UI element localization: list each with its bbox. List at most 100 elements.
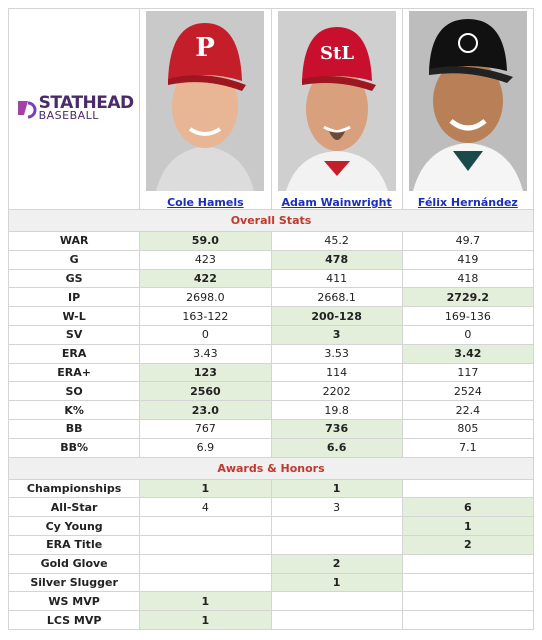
comparison-table: STATHEAD BASEBALL P Cole Hamels StL Adam … xyxy=(7,8,535,630)
stat-value: 478 xyxy=(270,249,403,270)
stat-value: 0 xyxy=(139,324,272,345)
stat-row: Silver Slugger 1 xyxy=(7,572,535,593)
stat-value: 6 xyxy=(401,497,535,518)
stat-row: ERA 3.43 3.53 3.42 xyxy=(7,343,535,364)
stat-value: 3.53 xyxy=(270,343,403,364)
stat-row: WAR 59.0 45.2 49.7 xyxy=(7,231,535,251)
stat-value: 1 xyxy=(401,516,535,536)
player-name[interactable]: Félix Hernández xyxy=(417,196,518,209)
stat-value: 200-128 xyxy=(270,306,403,326)
stat-value: 419 xyxy=(401,249,535,270)
stat-value xyxy=(401,591,535,612)
stat-value: 23.0 xyxy=(139,400,272,420)
logo-bottom: BASEBALL xyxy=(38,109,99,122)
stat-row: BB 767 736 805 xyxy=(7,418,535,439)
stat-value: 169-136 xyxy=(401,306,535,326)
stat-row: LCS MVP 1 xyxy=(7,610,535,630)
stat-value: 0 xyxy=(401,324,535,345)
stat-row: IP 2698.0 2668.1 2729.2 xyxy=(7,287,535,308)
stat-label: G xyxy=(7,249,141,270)
stat-value: 49.7 xyxy=(401,231,535,251)
svg-text:StL: StL xyxy=(320,43,354,64)
stat-value: 1 xyxy=(139,591,272,612)
stat-value: 767 xyxy=(139,418,272,439)
stat-label: LCS MVP xyxy=(7,610,141,630)
comparison: STATHEAD BASEBALL P Cole Hamels StL Adam … xyxy=(7,8,535,630)
stat-row: SV 0 3 0 xyxy=(7,324,535,345)
stat-value: 736 xyxy=(270,418,403,439)
stat-row: Championships 1 1 xyxy=(7,478,535,499)
stat-row: G 423 478 419 xyxy=(7,249,535,270)
stat-row: All-Star 4 3 6 xyxy=(7,497,535,518)
stat-label: ERA+ xyxy=(7,362,141,383)
stat-row: W-L 163-122 200-128 169-136 xyxy=(7,306,535,326)
section-header-row: Awards & Honors xyxy=(8,456,534,480)
stat-row: Cy Young 1 xyxy=(7,516,535,536)
stat-value: 418 xyxy=(401,268,535,289)
stat-value: 45.2 xyxy=(270,231,403,251)
stat-value: 2698.0 xyxy=(139,287,272,308)
section-title: Overall Stats xyxy=(8,209,534,232)
stat-value: 805 xyxy=(401,418,535,439)
stat-value: 2 xyxy=(401,534,535,555)
player-photo xyxy=(408,11,527,191)
logo[interactable]: STATHEAD BASEBALL xyxy=(9,95,139,121)
stat-value: 2729.2 xyxy=(401,287,535,308)
stat-value: 2202 xyxy=(270,381,403,402)
stat-row: K% 23.0 19.8 22.4 xyxy=(7,400,535,420)
player-name[interactable]: Adam Wainwright xyxy=(281,196,392,209)
stat-value: 117 xyxy=(401,362,535,383)
player-photo: StL xyxy=(277,11,396,191)
stat-label: IP xyxy=(7,287,141,308)
stat-label: WS MVP xyxy=(7,591,141,612)
logo-cell: STATHEAD BASEBALL xyxy=(7,8,141,210)
stat-value xyxy=(270,516,403,536)
stat-row: SO 2560 2202 2524 xyxy=(7,381,535,402)
stat-value: 1 xyxy=(270,478,403,499)
stat-value xyxy=(270,591,403,612)
stat-value: 422 xyxy=(139,268,272,289)
svg-text:P: P xyxy=(196,33,216,63)
stat-value: 3.43 xyxy=(139,343,272,364)
stat-value: 59.0 xyxy=(139,231,272,251)
stat-value: 4 xyxy=(139,497,272,518)
stat-label: SV xyxy=(7,324,141,345)
stat-value xyxy=(401,478,535,499)
stat-value xyxy=(401,572,535,593)
stat-label: SO xyxy=(7,381,141,402)
stat-value: 22.4 xyxy=(401,400,535,420)
stat-label: BB% xyxy=(7,437,141,458)
stat-value xyxy=(270,534,403,555)
logo-icon xyxy=(17,101,37,119)
stat-label: WAR xyxy=(7,231,141,251)
player-cell: Félix Hernández xyxy=(401,8,535,210)
stat-value: 123 xyxy=(139,362,272,383)
stat-label: W-L xyxy=(7,306,141,326)
stat-value: 2668.1 xyxy=(270,287,403,308)
stat-label: ERA xyxy=(7,343,141,364)
stat-value: 2 xyxy=(270,553,403,574)
stat-value: 2560 xyxy=(139,381,272,402)
stat-label: K% xyxy=(7,400,141,420)
stat-value xyxy=(401,553,535,574)
player-name[interactable]: Cole Hamels xyxy=(167,196,244,209)
stat-value: 163-122 xyxy=(139,306,272,326)
stat-value: 423 xyxy=(139,249,272,270)
stat-row: WS MVP 1 xyxy=(7,591,535,612)
stat-value: 1 xyxy=(139,478,272,499)
section-title: Awards & Honors xyxy=(8,456,534,480)
stat-value: 1 xyxy=(270,572,403,593)
stat-value xyxy=(139,553,272,574)
stat-value: 3 xyxy=(270,497,403,518)
stat-value xyxy=(139,572,272,593)
logo-top: STATHEAD xyxy=(38,93,135,113)
stat-row: Gold Glove 2 xyxy=(7,553,535,574)
header-row: STATHEAD BASEBALL P Cole Hamels StL Adam … xyxy=(7,8,535,210)
stat-label: Gold Glove xyxy=(7,553,141,574)
stat-row: ERA Title 2 xyxy=(7,534,535,555)
section-header-row: Overall Stats xyxy=(8,209,534,232)
stat-value xyxy=(270,610,403,630)
stat-label: Cy Young xyxy=(7,516,141,536)
stat-value: 3 xyxy=(270,324,403,345)
player-photo: P xyxy=(146,11,265,191)
